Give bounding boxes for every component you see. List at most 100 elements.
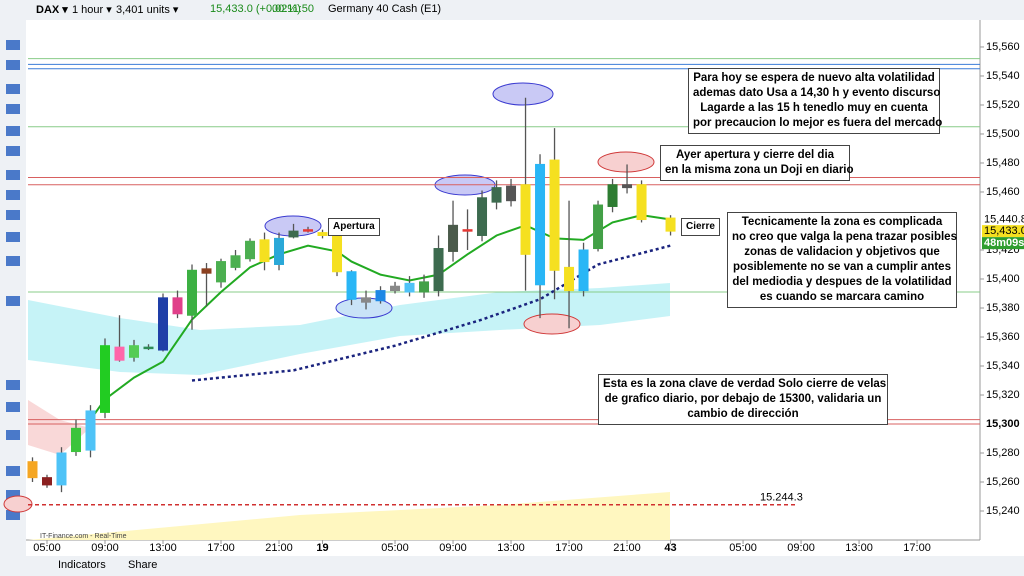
candle-body	[491, 187, 502, 203]
annotation: Tecnicamente la zona es complicada no cr…	[727, 212, 957, 308]
instrument: Germany 40 Cash (E1)	[328, 3, 442, 15]
y-tick-label: 15,260	[986, 476, 1020, 488]
candle-body	[477, 197, 488, 236]
annotation-line: de grafico diario, por debajo de 15300, …	[604, 393, 882, 405]
candle-body	[535, 163, 546, 286]
candle-body	[564, 266, 575, 292]
candle-body	[245, 240, 256, 260]
x-tick-label: 09:00	[439, 542, 467, 554]
price-tag-label: 15,440.8	[984, 214, 1024, 226]
x-tick-label: 05:00	[729, 542, 757, 554]
candle-body	[230, 255, 241, 268]
candle-body	[27, 461, 38, 479]
yellow-band	[28, 492, 670, 540]
top-toolbar	[0, 0, 1024, 20]
source-label: IT-Finance.com - Real-Time	[40, 533, 127, 540]
x-tick-label: 19	[316, 542, 328, 554]
x-tick-label: 09:00	[91, 542, 119, 554]
marker-ellipse	[492, 82, 554, 106]
units[interactable]: 3,401 units ▾	[116, 4, 179, 16]
candle-body	[303, 229, 314, 232]
candle-body	[520, 184, 531, 255]
candle-body	[288, 230, 299, 238]
share-button[interactable]: Share	[128, 559, 158, 571]
annotation: Para hoy se espera de nuevo alta volatil…	[688, 68, 943, 134]
candle-body	[404, 282, 415, 293]
annotation-line: zonas de validacion y objetivos que	[744, 246, 940, 258]
x-tick-label: 09:00	[787, 542, 815, 554]
annotation-line: Para hoy se espera de nuevo alta volatil…	[693, 72, 935, 84]
price-tag	[982, 225, 1024, 238]
timeframe[interactable]: 1 hour ▾	[72, 4, 112, 16]
candle-body	[85, 410, 96, 451]
candle-body	[158, 297, 169, 351]
label-closing: Cierre	[681, 218, 720, 236]
candle-body	[361, 297, 372, 303]
candle-body	[462, 229, 473, 232]
annotation-line: del mediodia y despues de la volatilidad	[732, 276, 952, 288]
bottom-toolbar	[0, 556, 1024, 576]
quote: 15,433.0 (+0.02%)	[210, 3, 301, 15]
y-tick-label: 15,500	[986, 128, 1020, 140]
candle-body	[593, 204, 604, 250]
candle-body	[114, 346, 125, 361]
candle-body	[448, 224, 459, 252]
y-tick-label: 15,560	[986, 41, 1020, 53]
x-tick-label: 21:00	[613, 542, 641, 554]
annotation-line: es cuando se marcara camino	[759, 291, 925, 303]
label-opening: Apertura	[328, 218, 380, 236]
x-tick-label: 13:00	[845, 542, 873, 554]
y-tick-label: 15,480	[986, 157, 1020, 169]
indicator-line	[191, 244, 671, 382]
indicators-button[interactable]: Indicators	[58, 559, 106, 571]
candle-body	[346, 271, 357, 300]
cyan-band	[28, 283, 670, 375]
x-tick-label: 43	[664, 542, 676, 554]
annotation-line: Lagarde a las 15 h tenedlo muy en cuenta	[700, 102, 928, 114]
support-label: 15.244.3	[760, 492, 803, 504]
candle-body	[56, 452, 67, 486]
annotation-line: en la misma zona un Doji en diario	[665, 164, 854, 176]
candle-body	[433, 248, 444, 292]
annotation-line: ademas dato Usa a 14,30 h y evento discu…	[693, 87, 941, 99]
y-tick-label: 15,360	[986, 331, 1020, 343]
candle-body	[317, 232, 328, 236]
label-text: Apertura	[333, 221, 375, 232]
y-tick-label: 15,540	[986, 70, 1020, 82]
candle-body	[332, 234, 343, 273]
annotation-line: Ayer apertura y cierre del dia	[675, 149, 835, 161]
candle-body	[259, 239, 270, 263]
countdown: 48m09s	[984, 237, 1024, 249]
annotation-line: no creo que valga la pena trazar posible…	[732, 231, 957, 243]
price-tag	[982, 213, 1024, 226]
annotation-line: posiblemente no se van a cumplir antes	[733, 261, 951, 273]
x-tick-label: 05:00	[381, 542, 409, 554]
candle-body	[636, 184, 647, 221]
candle-body	[506, 185, 517, 202]
candle-body	[375, 290, 386, 302]
annotation-line: por precaucion lo mejor es fuera del mer…	[693, 117, 943, 129]
x-tick-label: 17:00	[555, 542, 583, 554]
y-tick-label: 15,460	[986, 186, 1020, 198]
marker-ellipse	[523, 313, 581, 335]
symbol[interactable]: DAX ▾	[36, 4, 68, 16]
annotation: Ayer apertura y cierre del dia en la mis…	[660, 145, 854, 181]
candle-body	[216, 261, 227, 283]
marker-ellipse	[3, 495, 33, 513]
tool-icons[interactable]	[6, 40, 20, 520]
candle-body	[143, 346, 154, 350]
candle-body	[622, 184, 633, 189]
candle-body	[70, 427, 81, 453]
countdown-tag	[982, 237, 1024, 250]
annotation-line: Esta es la zona clave de verdad Solo cie…	[603, 378, 887, 390]
candle-body	[607, 184, 618, 207]
candle-body	[419, 281, 430, 293]
x-tick-label: 05:00	[33, 542, 61, 554]
x-tick-label: 13:00	[149, 542, 177, 554]
y-tick-label: 15,400	[986, 273, 1020, 285]
candle-body	[390, 285, 401, 292]
axis-level-label: 15,300	[986, 418, 1020, 430]
clock: 00:11:50	[272, 3, 315, 15]
annotation: Esta es la zona clave de verdad Solo cie…	[598, 374, 888, 425]
